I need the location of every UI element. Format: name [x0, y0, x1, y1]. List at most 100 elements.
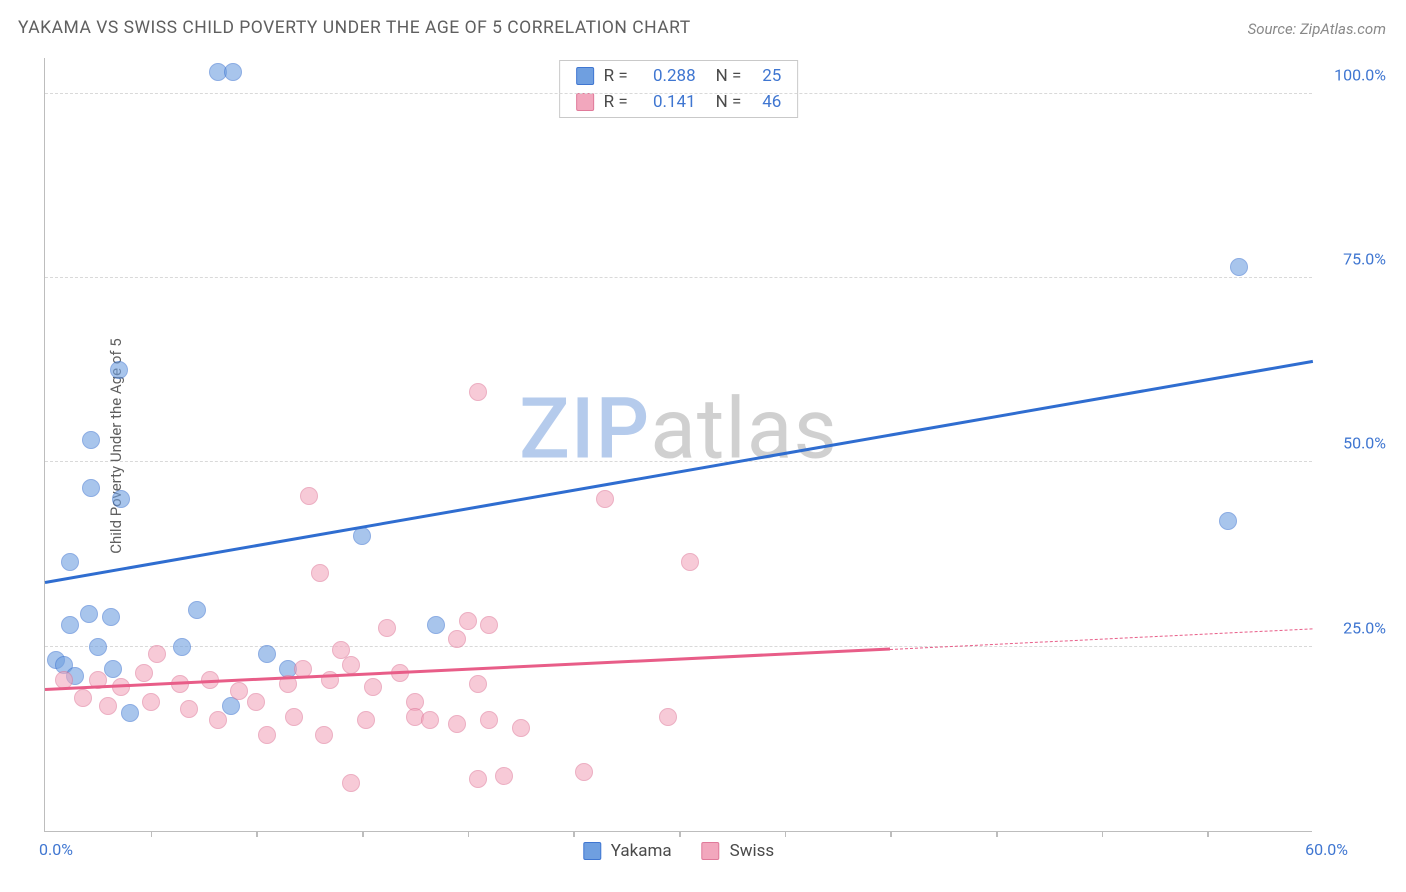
n-label: N =	[716, 92, 742, 112]
x-tick	[468, 831, 470, 837]
data-point	[512, 719, 530, 737]
data-point	[135, 664, 153, 682]
data-point	[357, 711, 375, 729]
x-tick	[151, 831, 153, 837]
legend-swatch-icon	[702, 842, 720, 860]
x-tick	[679, 831, 681, 837]
data-point	[495, 767, 513, 785]
data-point	[469, 383, 487, 401]
data-point	[82, 431, 100, 449]
data-point	[247, 693, 265, 711]
legend-swatch-icon	[576, 67, 594, 85]
r-value: 0.141	[638, 92, 696, 112]
gridline	[45, 461, 1312, 462]
chart-container: YAKAMA VS SWISS CHILD POVERTY UNDER THE …	[0, 0, 1406, 892]
x-max-label: 60.0%	[1305, 840, 1348, 859]
x-tick	[256, 831, 258, 837]
x-tick	[785, 831, 787, 837]
x-tick	[890, 831, 892, 837]
chart-title: YAKAMA VS SWISS CHILD POVERTY UNDER THE …	[18, 18, 691, 38]
data-point	[121, 704, 139, 722]
data-point	[230, 682, 248, 700]
data-point	[89, 638, 107, 656]
legend-series-label: Yakama	[611, 841, 672, 861]
data-point	[342, 774, 360, 792]
data-point	[1219, 512, 1237, 530]
data-point	[209, 711, 227, 729]
data-point	[469, 675, 487, 693]
data-point	[421, 711, 439, 729]
data-point	[180, 700, 198, 718]
legend-series: Yakama Swiss	[583, 841, 774, 861]
trend-line	[45, 647, 890, 691]
source-label: Source: ZipAtlas.com	[1248, 20, 1386, 38]
x-tick	[1207, 831, 1209, 837]
data-point	[188, 601, 206, 619]
n-value: 46	[751, 92, 781, 112]
data-point	[378, 619, 396, 637]
data-point	[80, 605, 98, 623]
data-point	[110, 361, 128, 379]
trend-line	[890, 629, 1313, 651]
y-tick-label: 25.0%	[1343, 618, 1386, 637]
legend-swatch-icon	[583, 842, 601, 860]
legend-series-label: Swiss	[730, 841, 775, 861]
data-point	[61, 616, 79, 634]
data-point	[469, 770, 487, 788]
r-value: 0.288	[638, 66, 696, 86]
data-point	[480, 711, 498, 729]
data-point	[112, 490, 130, 508]
y-tick-label: 75.0%	[1343, 250, 1386, 269]
legend-stat-row: R = 0.288 N = 25	[560, 63, 798, 89]
data-point	[596, 490, 614, 508]
data-point	[364, 678, 382, 696]
data-point	[311, 564, 329, 582]
data-point	[342, 656, 360, 674]
data-point	[681, 553, 699, 571]
x-tick	[996, 831, 998, 837]
r-label: R =	[604, 92, 628, 112]
gridline	[45, 277, 1312, 278]
y-tick-label: 50.0%	[1343, 434, 1386, 453]
data-point	[173, 638, 191, 656]
x-tick	[362, 831, 364, 837]
gridline	[45, 646, 1312, 647]
r-label: R =	[604, 66, 628, 86]
data-point	[102, 608, 120, 626]
gridline	[45, 93, 1312, 94]
data-point	[659, 708, 677, 726]
y-tick-label: 100.0%	[1334, 65, 1386, 84]
x-tick	[1102, 831, 1104, 837]
plot-area: ZIPatlas 0.0% 60.0% R =0.288N =25R =0.14…	[44, 58, 1312, 832]
trend-line	[45, 360, 1314, 584]
x-min-label: 0.0%	[39, 840, 73, 859]
data-point	[99, 697, 117, 715]
data-point	[448, 630, 466, 648]
legend-series-item: Swiss	[702, 841, 775, 861]
data-point	[104, 660, 122, 678]
watermark-atlas: atlas	[650, 380, 838, 479]
data-point	[300, 487, 318, 505]
data-point	[459, 612, 477, 630]
data-point	[1230, 258, 1248, 276]
data-point	[285, 708, 303, 726]
data-point	[258, 645, 276, 663]
data-point	[480, 616, 498, 634]
data-point	[258, 726, 276, 744]
x-tick	[573, 831, 575, 837]
data-point	[575, 763, 593, 781]
legend-stats: R = 0.288 N = 25 R = 0.141 N = 46	[559, 60, 799, 118]
data-point	[315, 726, 333, 744]
data-point	[82, 479, 100, 497]
n-value: 25	[751, 66, 781, 86]
data-point	[353, 527, 371, 545]
data-point	[148, 645, 166, 663]
data-point	[74, 689, 92, 707]
data-point	[427, 616, 445, 634]
n-label: N =	[716, 66, 742, 86]
data-point	[224, 63, 242, 81]
data-point	[142, 693, 160, 711]
legend-series-item: Yakama	[583, 841, 672, 861]
data-point	[61, 553, 79, 571]
watermark: ZIPatlas	[519, 380, 838, 479]
